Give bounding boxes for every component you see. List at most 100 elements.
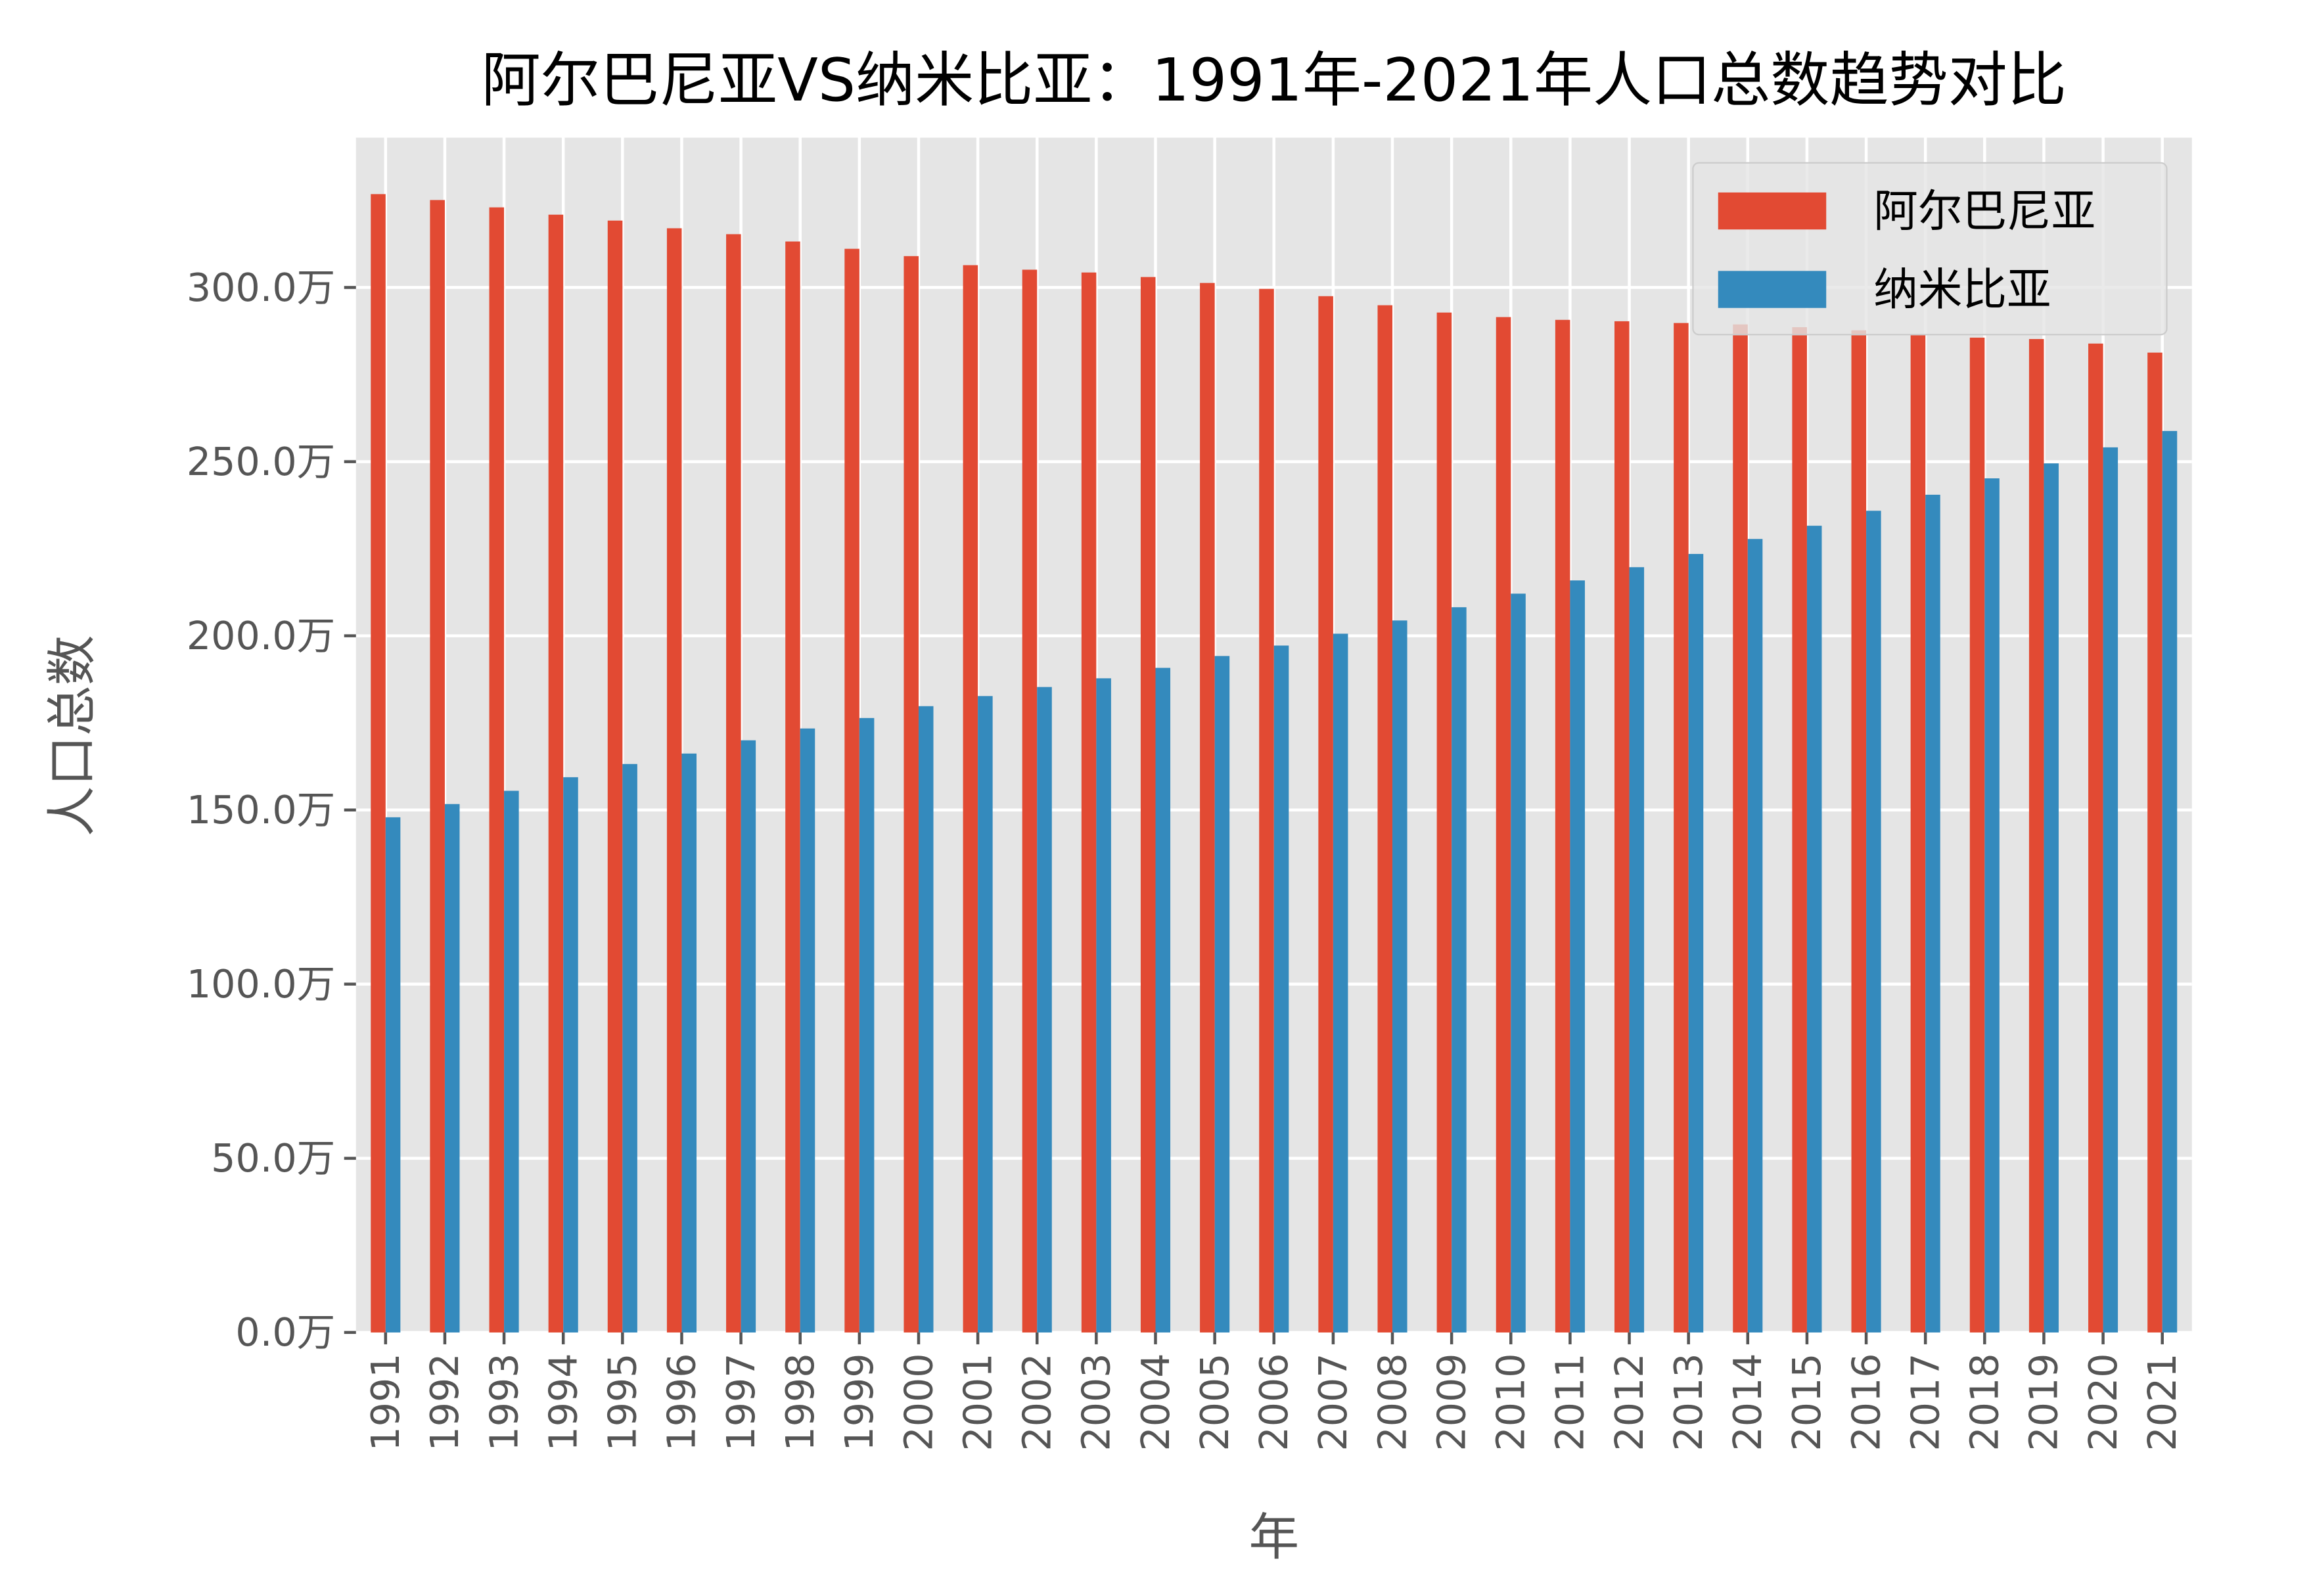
bar-albania-2001 <box>963 265 978 1333</box>
x-tick-label: 1991 <box>363 1353 408 1451</box>
bar-albania-2004 <box>1140 277 1156 1333</box>
bar-albania-2003 <box>1081 272 1097 1333</box>
bar-namibia-1995 <box>622 764 637 1333</box>
bar-albania-2013 <box>1674 323 1689 1333</box>
x-tick-label: 2002 <box>1015 1353 1060 1451</box>
x-tick-label: 2016 <box>1844 1353 1888 1451</box>
chart-title: 阿尔巴尼亚VS纳米比亚：1991年-2021年人口总数趋势对比 <box>482 46 2067 115</box>
x-tick-label: 2003 <box>1074 1353 1119 1451</box>
bar-namibia-2008 <box>1392 620 1407 1333</box>
x-tick-label: 2019 <box>2022 1353 2067 1451</box>
y-tick-label: 200.0万 <box>187 614 335 658</box>
bar-albania-2016 <box>1851 330 1867 1333</box>
x-tick-label: 1999 <box>837 1353 882 1451</box>
y-tick-label: 300.0万 <box>187 265 335 310</box>
bar-albania-2006 <box>1259 288 1274 1333</box>
bar-albania-1994 <box>548 214 564 1333</box>
bar-albania-1992 <box>430 200 445 1333</box>
legend-swatch-albania <box>1718 192 1827 230</box>
bar-namibia-1993 <box>504 790 519 1333</box>
x-tick-label: 2004 <box>1133 1353 1178 1451</box>
x-tick-label: 2018 <box>1963 1353 2007 1451</box>
bar-namibia-1996 <box>681 753 697 1333</box>
bar-albania-1999 <box>844 248 859 1333</box>
bar-namibia-2012 <box>1629 567 1645 1333</box>
x-tick-label: 1995 <box>601 1353 645 1451</box>
bar-namibia-2007 <box>1333 633 1348 1333</box>
legend-label-namibia: 纳米比亚 <box>1873 263 2051 315</box>
x-tick-label: 2020 <box>2081 1353 2126 1451</box>
bar-namibia-2014 <box>1747 539 1763 1333</box>
bar-albania-2005 <box>1200 283 1215 1333</box>
bar-namibia-2006 <box>1273 645 1289 1333</box>
x-tick-label: 1992 <box>423 1353 467 1451</box>
bar-albania-2008 <box>1377 305 1393 1333</box>
bar-albania-2021 <box>2147 352 2162 1333</box>
y-tick-label: 50.0万 <box>211 1136 335 1181</box>
x-tick-label: 2011 <box>1548 1353 1593 1451</box>
x-tick-label: 2013 <box>1666 1353 1711 1451</box>
bar-albania-2009 <box>1436 312 1452 1333</box>
x-tick-label: 2010 <box>1489 1353 1534 1451</box>
x-tick-label: 2014 <box>1726 1353 1770 1451</box>
bar-namibia-2017 <box>1925 494 1940 1333</box>
x-tick-label: 2006 <box>1252 1353 1296 1451</box>
y-tick-label: 150.0万 <box>187 788 335 832</box>
y-tick-label: 0.0万 <box>235 1310 335 1355</box>
x-tick-label: 2021 <box>2140 1353 2185 1451</box>
bar-albania-2017 <box>1910 334 1926 1333</box>
x-tick-label: 1994 <box>541 1353 585 1451</box>
bar-namibia-1998 <box>800 728 815 1333</box>
legend-label-albania: 阿尔巴尼亚 <box>1873 185 2095 237</box>
bar-namibia-2021 <box>2162 430 2178 1333</box>
bars <box>371 194 2178 1333</box>
bar-albania-1995 <box>607 220 623 1333</box>
bar-namibia-2010 <box>1511 593 1526 1333</box>
bar-namibia-2001 <box>978 696 993 1333</box>
y-tick-label: 250.0万 <box>187 440 335 484</box>
legend-swatch-namibia <box>1718 271 1827 308</box>
x-tick-label: 2012 <box>1607 1353 1652 1451</box>
bar-albania-2020 <box>2088 343 2103 1333</box>
y-tick-label: 100.0万 <box>187 962 335 1007</box>
x-tick-label: 2015 <box>1785 1353 1829 1451</box>
x-tick-label: 2001 <box>955 1353 1000 1451</box>
bar-namibia-1994 <box>563 777 578 1333</box>
bar-namibia-2011 <box>1570 580 1585 1333</box>
x-tick-label: 2005 <box>1193 1353 1237 1451</box>
bar-namibia-2005 <box>1214 656 1230 1333</box>
bar-namibia-2018 <box>1984 478 2000 1333</box>
bar-namibia-1992 <box>444 804 460 1333</box>
bar-albania-2019 <box>2028 338 2044 1333</box>
bar-namibia-2019 <box>2044 463 2059 1333</box>
x-tick-label: 1993 <box>482 1353 526 1451</box>
x-tick-label: 1996 <box>660 1353 704 1451</box>
bar-albania-1993 <box>489 207 505 1333</box>
x-axis-ticks: 1991 1992 1993 1994 1995 1996 1997 1998 1999 2000… <box>363 1332 2185 1451</box>
bar-namibia-2002 <box>1037 687 1052 1333</box>
bar-namibia-2000 <box>918 706 934 1333</box>
x-tick-label: 2007 <box>1311 1353 1356 1451</box>
bar-albania-2014 <box>1733 324 1748 1333</box>
bar-albania-1996 <box>666 228 682 1333</box>
bar-albania-1998 <box>785 241 800 1333</box>
bar-albania-2011 <box>1555 319 1570 1333</box>
bar-namibia-2004 <box>1155 668 1171 1333</box>
bar-namibia-2003 <box>1096 678 1111 1333</box>
bar-namibia-2016 <box>1866 511 1881 1333</box>
bar-albania-2010 <box>1496 317 1511 1333</box>
bar-albania-2007 <box>1318 296 1333 1333</box>
x-tick-label: 2008 <box>1370 1353 1415 1451</box>
bar-albania-1991 <box>371 194 386 1333</box>
bar-albania-1997 <box>726 234 741 1333</box>
y-axis-label: 人口总数 <box>43 635 102 836</box>
x-tick-label: 1998 <box>778 1353 823 1451</box>
y-axis-ticks: 0.0万 50.0万 100.0万 150.0万 200.0万 250.0万 300.0万 <box>187 265 356 1355</box>
bar-namibia-1991 <box>385 817 401 1333</box>
bar-namibia-2009 <box>1452 607 1467 1333</box>
bar-namibia-1997 <box>741 740 756 1333</box>
bar-albania-2000 <box>904 256 919 1333</box>
x-tick-label: 2017 <box>1903 1353 1948 1451</box>
x-axis-label: 年 <box>1248 1509 1299 1567</box>
